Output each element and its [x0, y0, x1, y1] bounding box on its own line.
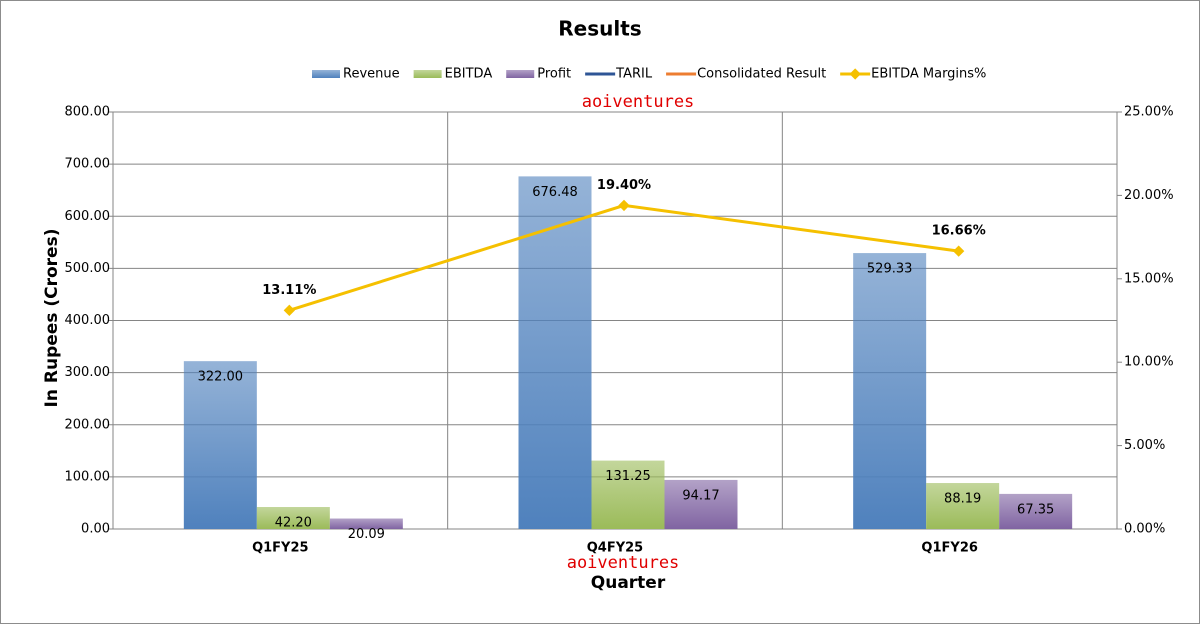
data-label: 131.25: [605, 469, 651, 484]
x-tick-label: Q1FY25: [252, 541, 308, 556]
watermark: aoiventures: [582, 92, 695, 112]
marker: [283, 304, 295, 316]
y-tick-label: 700.00: [65, 157, 111, 172]
data-label: 322.00: [198, 370, 244, 385]
legend-swatch: [506, 70, 535, 78]
legend-swatch: [312, 70, 340, 78]
data-label: 16.66%: [932, 224, 986, 239]
data-label: 94.17: [682, 488, 719, 503]
legend-label: Revenue: [343, 67, 400, 82]
bar: [999, 493, 1073, 529]
x-tick-label: Q1FY26: [921, 541, 977, 556]
y-tick-label: 400.00: [65, 313, 111, 328]
bar: [926, 483, 1000, 529]
x-tick-label: Q4FY25: [587, 541, 643, 556]
y-tick-label: 300.00: [65, 365, 111, 380]
data-label: 42.20: [275, 516, 312, 531]
legend-label: EBITDA Margins%: [871, 67, 986, 82]
bar: [591, 460, 665, 529]
data-label: 13.11%: [262, 283, 316, 298]
y2-tick-label: 0.00%: [1124, 522, 1165, 537]
y2-tick-label: 5.00%: [1124, 438, 1165, 453]
bar: [853, 253, 927, 529]
y-tick-label: 600.00: [65, 209, 111, 224]
y-axis-title: In Rupees (Crores): [42, 229, 62, 408]
legend-label: TARIL: [615, 67, 653, 82]
y2-tick-label: 25.00%: [1124, 105, 1174, 120]
bar: [256, 507, 330, 529]
y-tick-label: 200.00: [65, 417, 111, 432]
marker: [618, 199, 630, 212]
bar: [329, 518, 403, 529]
watermark: aoiventures: [567, 553, 680, 573]
legend-label: Consolidated Result: [697, 67, 826, 82]
legend-label: Profit: [537, 67, 571, 82]
y-tick-label: 500.00: [65, 261, 111, 276]
bar: [664, 479, 738, 529]
data-label: 20.09: [348, 527, 385, 542]
y2-tick-label: 15.00%: [1124, 271, 1174, 286]
data-label: 676.48: [532, 185, 578, 200]
data-label: 67.35: [1017, 502, 1054, 517]
y-tick-label: 100.00: [65, 469, 111, 484]
legend-label: EBITDA: [445, 67, 493, 82]
y-tick-label: 0.00: [81, 522, 110, 537]
bar: [183, 361, 257, 529]
y2-tick-label: 10.00%: [1124, 355, 1174, 370]
data-label: 88.19: [944, 492, 981, 507]
legend-swatch: [413, 70, 442, 78]
bar: [518, 176, 592, 529]
marker: [953, 245, 965, 257]
data-label: 529.33: [867, 262, 913, 277]
y2-tick-label: 20.00%: [1124, 188, 1174, 203]
x-axis-title: Quarter: [591, 573, 666, 593]
chart-title: Results: [558, 17, 641, 41]
y-tick-label: 800.00: [65, 105, 111, 120]
data-label: 19.40%: [597, 178, 651, 193]
